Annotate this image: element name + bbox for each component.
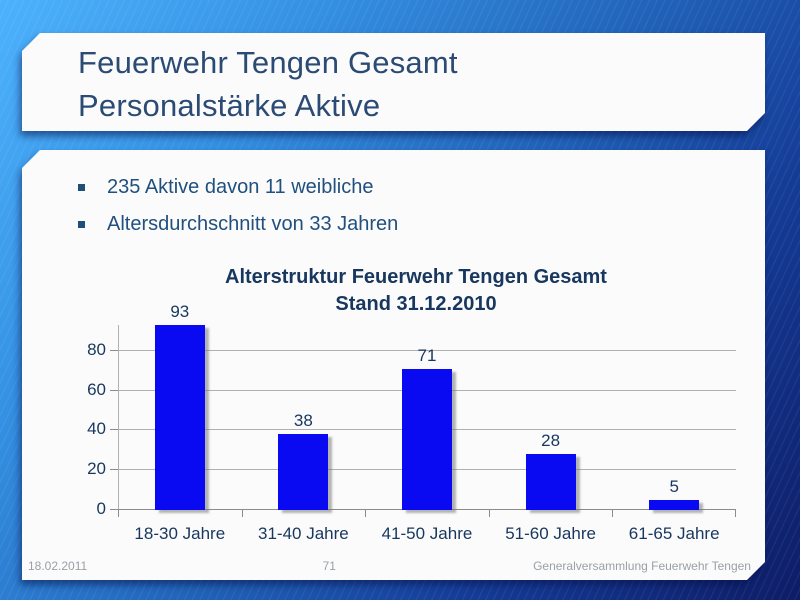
slide-title: Feuerwehr Tengen Gesamt Personalstärke A…: [22, 33, 765, 127]
plot-area: 0 20 40 60 80 93 38 71 28 5: [118, 325, 736, 510]
bar-value-label: 93: [170, 302, 190, 321]
slide-title-line2: Personalstärke Aktive: [78, 88, 381, 123]
footer-page-number: 71: [322, 559, 336, 573]
bullet-square-icon: [78, 184, 85, 191]
gridline: [119, 350, 736, 351]
category-label: 61-65 Jahre: [628, 524, 720, 543]
chart-title: Alterstruktur Feuerwehr Tengen Gesamt St…: [96, 264, 736, 318]
y-axis-line: [118, 325, 119, 510]
bar: [649, 500, 699, 510]
bullet-square-icon: [78, 221, 85, 228]
x-tick-mark: [489, 510, 490, 517]
bullet-item: 235 Aktive davon 11 weibliche: [78, 169, 398, 206]
y-tick-label: 40: [87, 419, 106, 438]
bar-cells: 93 38 71 28 5: [118, 325, 736, 510]
category-axis-labels: 18-30 Jahre 31-40 Jahre 41-50 Jahre 51-60 J…: [118, 524, 736, 544]
chart-title-line1: Alterstruktur Feuerwehr Tengen Gesamt: [225, 266, 607, 288]
y-tick-label: 80: [87, 340, 106, 359]
bar-cell: 28: [489, 325, 613, 510]
y-tick-mark: [110, 469, 118, 470]
bullet-text: Altersdurchschnitt von 33 Jahren: [107, 213, 399, 235]
x-tick-mark: [365, 510, 366, 517]
bar-value-label: 38: [293, 411, 313, 430]
bar: [155, 325, 205, 510]
y-tick-label: 20: [87, 459, 106, 478]
chart-title-line2: Stand 31.12.2010: [335, 293, 497, 315]
category-label: 41-50 Jahre: [381, 524, 473, 543]
bar-value-label: 28: [541, 431, 561, 450]
bar: [278, 434, 328, 510]
y-tick-mark: [110, 429, 118, 430]
bar-cell: 38: [242, 325, 366, 510]
bullet-list: 235 Aktive davon 11 weibliche Altersdurc…: [78, 169, 398, 243]
footer-date: 18.02.2011: [28, 559, 88, 573]
bullet-item: Altersdurchschnitt von 33 Jahren: [78, 206, 398, 243]
x-tick-mark: [735, 510, 736, 517]
category-label: 18-30 Jahre: [134, 524, 226, 543]
bar-cell: 71: [365, 325, 489, 510]
bullet-text: 235 Aktive davon 11 weibliche: [107, 176, 374, 198]
footer: 18.02.2011 71 Generalversammlung Feuerwe…: [28, 559, 751, 573]
bar-value-label: 71: [417, 346, 437, 365]
y-tick-label: 60: [87, 380, 106, 399]
x-tick-mark: [118, 510, 119, 517]
title-box: Feuerwehr Tengen Gesamt Personalstärke A…: [22, 33, 765, 131]
y-tick-mark: [110, 350, 118, 351]
bar: [402, 369, 452, 510]
category-label: 31-40 Jahre: [258, 524, 349, 543]
y-tick-label: 0: [96, 499, 106, 518]
bar-value-label: 5: [669, 477, 679, 496]
bar-cell: 93: [118, 325, 242, 510]
bar: [526, 454, 576, 510]
x-tick-mark: [242, 510, 243, 517]
bar-cell: 5: [612, 325, 736, 510]
content-box: 235 Aktive davon 11 weibliche Altersdurc…: [22, 150, 765, 580]
x-tick-mark: [612, 510, 613, 517]
footer-right-text: Generalversammlung Feuerwehr Tengen: [533, 559, 751, 573]
y-tick-mark: [110, 509, 118, 510]
y-tick-mark: [110, 390, 118, 391]
category-label: 51-60 Jahre: [505, 524, 596, 543]
slide-title-line1: Feuerwehr Tengen Gesamt: [78, 45, 458, 80]
